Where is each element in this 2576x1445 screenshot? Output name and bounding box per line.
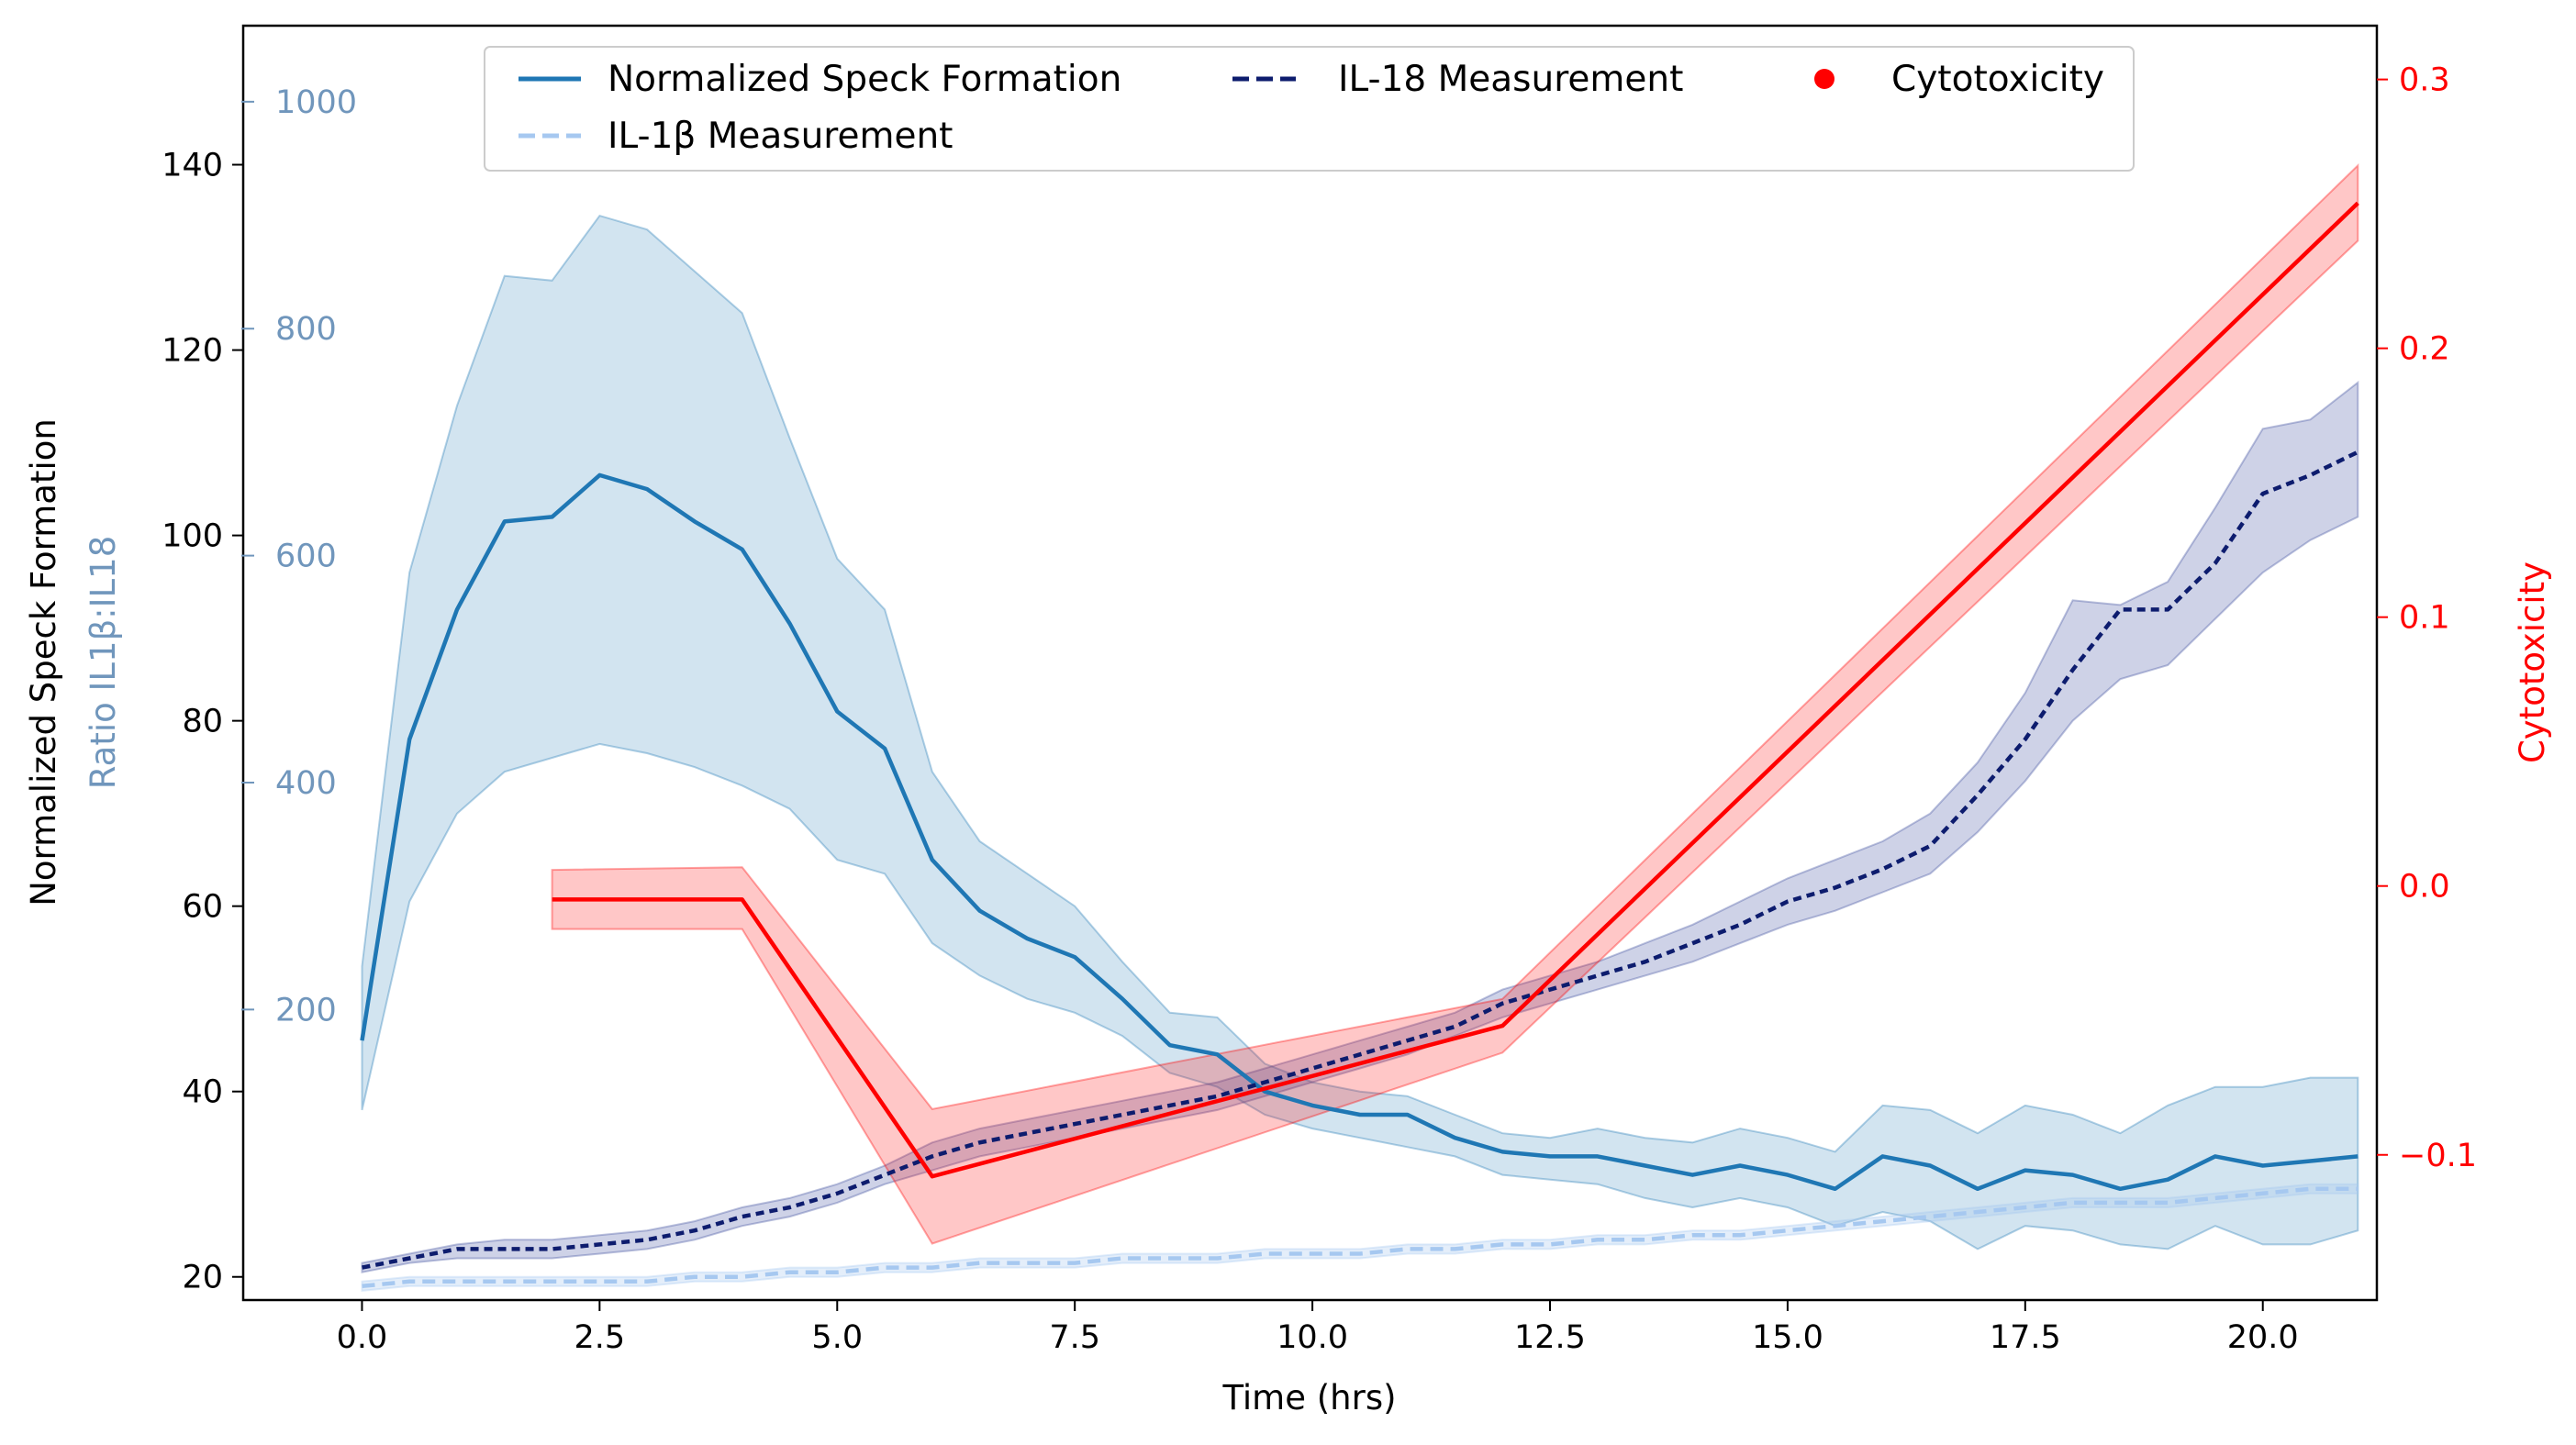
y-left-tick-label: 80: [182, 704, 223, 740]
series-line-cyto: [552, 201, 2359, 1179]
y-ratio-tick-label: 800: [275, 311, 337, 348]
band-cyto: [551, 163, 2359, 1245]
x-tick-label: 20.0: [2227, 1319, 2299, 1356]
y-axis-ratio-title: Ratio IL1β:IL18: [84, 536, 123, 790]
band-il18: [361, 380, 2359, 1273]
legend-label-cyto: Cytotoxicity: [1891, 59, 2104, 100]
legend: Normalized Speck Formation IL-18 Measure…: [484, 46, 2135, 172]
x-tick-label: 15.0: [1752, 1319, 1823, 1356]
y-right-tick-label: −0.1: [2399, 1138, 2477, 1174]
y-axis-left: Normalized Speck Formation 20 40 60 80 100 12…: [24, 148, 243, 1296]
series-lines: [360, 201, 2359, 1289]
y-axis-left-title: Normalized Speck Formation: [24, 418, 63, 906]
y-ratio-tick-label: 600: [275, 539, 337, 575]
x-tick-label: 17.5: [1990, 1319, 2061, 1356]
y-left-tick-label: 100: [162, 518, 223, 555]
plot-frame: [241, 24, 2379, 1302]
y-axis-right-title: Cytotoxicity: [2513, 561, 2552, 763]
y-right-tick-label: 0.2: [2399, 331, 2450, 368]
series-line-il18: [362, 450, 2359, 1270]
y-right-tick-label: 0.3: [2399, 62, 2450, 99]
confidence-bands: [361, 163, 2359, 1293]
x-tick-label: 5.0: [811, 1319, 863, 1356]
y-left-tick-label: 60: [182, 889, 223, 926]
legend-label-speck: Normalized Speck Formation: [608, 59, 1121, 100]
y-left-tick-label: 20: [182, 1260, 223, 1296]
y-axis-ratio: Ratio IL1β:IL18 200 400 600 800 1000: [84, 84, 357, 1028]
x-tick-label: 0.0: [337, 1319, 388, 1356]
y-ratio-tick-label: 400: [275, 765, 337, 802]
legend-label-il1b: IL-1β Measurement: [608, 116, 953, 157]
y-axis-right: Cytotoxicity −0.1 0.0 0.1 0.2 0.3: [2377, 62, 2552, 1174]
x-axis-title: Time (hrs): [1221, 1378, 1396, 1417]
x-tick-label: 10.0: [1277, 1319, 1348, 1356]
band-il1b: [361, 1183, 2359, 1293]
y-left-tick-label: 120: [162, 333, 223, 370]
legend-swatch-cyto: [1814, 69, 1834, 89]
legend-frame: [484, 46, 2135, 172]
y-left-tick-label: 140: [162, 148, 223, 184]
y-left-tick-label: 40: [182, 1074, 223, 1111]
y-ratio-tick-label: 1000: [275, 84, 357, 121]
legend-label-il18: IL-18 Measurement: [1338, 59, 1683, 100]
y-ratio-tick-label: 200: [275, 992, 337, 1028]
series-line-il1b: [362, 1186, 2359, 1289]
x-axis: Time (hrs) 0.0 2.5 5.0 7.5 10.0 12.5 15.0 17.5 2…: [337, 1300, 2299, 1417]
band-speck: [361, 214, 2359, 1250]
y-right-tick-label: 0.1: [2399, 600, 2450, 637]
x-tick-label: 2.5: [574, 1319, 626, 1356]
y-right-tick-label: 0.0: [2399, 869, 2450, 906]
x-tick-label: 7.5: [1049, 1319, 1100, 1356]
series-line-speck: [360, 472, 2359, 1192]
x-tick-label: 12.5: [1514, 1319, 1586, 1356]
